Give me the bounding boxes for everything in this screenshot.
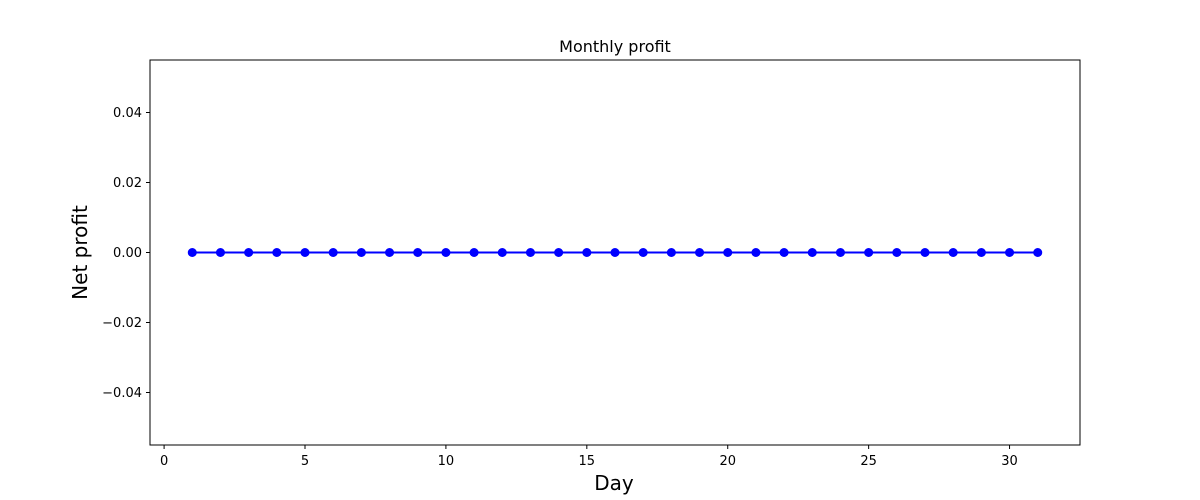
data-point bbox=[1033, 248, 1043, 257]
data-point bbox=[1005, 248, 1015, 257]
data-point bbox=[187, 248, 197, 257]
data-point bbox=[469, 248, 479, 257]
data-point bbox=[638, 248, 648, 257]
chart-title: Monthly profit bbox=[559, 37, 671, 56]
data-point bbox=[666, 248, 676, 257]
data-point bbox=[864, 248, 874, 257]
y-tick-label: −0.02 bbox=[102, 316, 142, 331]
data-point bbox=[272, 248, 282, 257]
data-point bbox=[328, 248, 338, 257]
data-point bbox=[779, 248, 789, 257]
data-point bbox=[610, 248, 620, 257]
data-point bbox=[554, 248, 564, 257]
data-point bbox=[948, 248, 958, 257]
data-point bbox=[920, 248, 930, 257]
x-tick-label: 5 bbox=[301, 454, 309, 469]
data-point bbox=[244, 248, 254, 257]
x-tick-label: 0 bbox=[160, 454, 168, 469]
x-tick-label: 20 bbox=[719, 454, 736, 469]
data-point bbox=[441, 248, 451, 257]
y-axis-label: Net profit bbox=[68, 205, 92, 300]
data-point bbox=[835, 248, 845, 257]
data-point bbox=[751, 248, 761, 257]
y-axis: −0.04 −0.02 0.00 0.02 0.04 bbox=[102, 106, 150, 401]
data-point bbox=[300, 248, 310, 257]
y-tick-label: 0.04 bbox=[113, 106, 142, 121]
data-point bbox=[976, 248, 986, 257]
x-tick-label: 30 bbox=[1001, 454, 1018, 469]
data-point bbox=[695, 248, 705, 257]
x-tick-label: 15 bbox=[579, 454, 596, 469]
y-tick-label: 0.00 bbox=[113, 246, 142, 261]
data-point bbox=[385, 248, 395, 257]
y-tick-label: −0.04 bbox=[102, 386, 142, 401]
data-point bbox=[356, 248, 366, 257]
x-tick-label: 10 bbox=[438, 454, 455, 469]
data-point bbox=[413, 248, 423, 257]
data-point bbox=[807, 248, 817, 257]
y-tick-label: 0.02 bbox=[113, 176, 142, 191]
data-point bbox=[582, 248, 592, 257]
data-point bbox=[525, 248, 535, 257]
data-point bbox=[892, 248, 902, 257]
data-point bbox=[215, 248, 225, 257]
series-layer bbox=[187, 248, 1043, 257]
data-point bbox=[723, 248, 733, 257]
data-point bbox=[497, 248, 507, 257]
x-axis: 0 5 10 15 20 25 30 bbox=[160, 445, 1018, 469]
x-tick-label: 25 bbox=[860, 454, 877, 469]
x-axis-label: Day bbox=[594, 471, 634, 495]
